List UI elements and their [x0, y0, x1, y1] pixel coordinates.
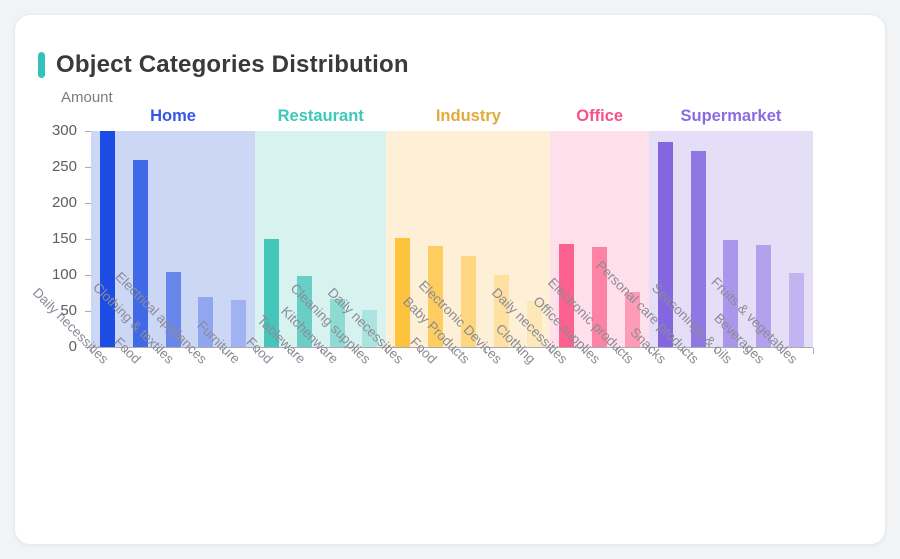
- x-axis-line: [91, 347, 813, 348]
- x-axis-tick-mark: [550, 348, 552, 354]
- y-axis-tick-label: 150: [51, 230, 77, 247]
- y-axis-tick-label: 200: [51, 194, 77, 211]
- bar-electronic-devices[interactable]: [493, 275, 509, 347]
- bar-kitchenware[interactable]: [329, 299, 345, 347]
- bar-snacks[interactable]: [657, 141, 673, 347]
- y-axis-tick-mark: [85, 130, 91, 132]
- bar-electronic-products[interactable]: [625, 292, 640, 347]
- x-axis-tick-mark: [386, 348, 388, 354]
- bar-daily-necessities[interactable]: [99, 131, 115, 347]
- page-title: Object Categories Distribution: [56, 51, 409, 78]
- bar-food[interactable]: [264, 239, 279, 347]
- bar-furniture[interactable]: [231, 300, 247, 347]
- bar-personal-care-products[interactable]: [690, 151, 706, 347]
- bar-cleaning-supplies[interactable]: [362, 309, 378, 347]
- bar-daily-necessities[interactable]: [395, 238, 411, 347]
- x-axis-tick-mark: [320, 348, 322, 354]
- y-axis-tick-label: 300: [51, 122, 77, 139]
- x-axis-tick-mark: [681, 348, 683, 354]
- bar-food[interactable]: [132, 159, 148, 347]
- x-axis-tick-mark: [517, 348, 519, 354]
- bar-electrical-appliances[interactable]: [198, 296, 214, 347]
- x-axis-tick-mark: [583, 348, 585, 354]
- x-axis-tick-mark: [813, 348, 814, 354]
- x-axis-tick-mark: [419, 348, 421, 354]
- x-axis-tick-mark: [353, 348, 355, 354]
- x-axis-tick-mark: [287, 348, 289, 354]
- bar-seasonings-oils[interactable]: [723, 239, 739, 347]
- x-axis-tick-mark: [156, 348, 158, 354]
- y-axis-tick-mark: [85, 310, 91, 312]
- x-axis-tick-mark: [714, 348, 716, 354]
- bar-food[interactable]: [428, 246, 444, 347]
- y-axis-tick-label: 100: [51, 266, 77, 283]
- x-axis-tick-mark: [780, 348, 782, 354]
- bar-fruits-vegetables[interactable]: [789, 272, 805, 347]
- group-label-supermarket: Supermarket: [680, 107, 782, 125]
- y-axis-tick-label: 250: [51, 158, 77, 175]
- bar-beverages[interactable]: [756, 245, 772, 347]
- x-axis-tick-mark: [747, 348, 749, 354]
- bar-clothing[interactable]: [526, 300, 542, 347]
- group-label-home: Home: [150, 107, 196, 125]
- x-axis-tick-mark: [222, 348, 224, 354]
- x-axis-tick-mark: [189, 348, 191, 354]
- y-axis-tick-mark: [85, 238, 91, 240]
- bar-office-supplies[interactable]: [592, 246, 608, 347]
- bar-baby-products[interactable]: [460, 255, 476, 347]
- title-accent-bar: [38, 52, 45, 78]
- x-axis-tick-mark: [91, 348, 92, 354]
- y-axis-title: Amount: [61, 89, 113, 106]
- bar-clothing-textiles[interactable]: [165, 272, 181, 347]
- group-label-industry: Industry: [435, 107, 501, 125]
- x-axis-tick-mark: [616, 348, 618, 354]
- bar-tableware[interactable]: [296, 276, 312, 347]
- bar-daily-necessities[interactable]: [559, 244, 575, 347]
- x-axis-tick-mark: [452, 348, 453, 354]
- card-header: Object Categories Distribution: [38, 51, 409, 79]
- x-axis-tick-mark: [648, 348, 650, 354]
- x-axis-tick-mark: [123, 348, 125, 354]
- group-label-restaurant: Restaurant: [277, 107, 364, 125]
- y-axis-tick-mark: [85, 166, 91, 168]
- y-axis-tick-mark: [85, 202, 91, 204]
- y-axis-tick-mark: [85, 346, 91, 348]
- y-axis-tick-label: 0: [68, 338, 77, 355]
- chart: Amount 0 50 100 150 200 250 300 Home Daily neces…: [15, 15, 887, 546]
- y-axis-tick-label: 50: [60, 302, 77, 319]
- x-axis-tick-mark: [255, 348, 257, 354]
- x-axis-tick-mark: [484, 348, 486, 354]
- y-axis-tick-mark: [85, 274, 91, 276]
- group-label-office: Office: [576, 107, 624, 125]
